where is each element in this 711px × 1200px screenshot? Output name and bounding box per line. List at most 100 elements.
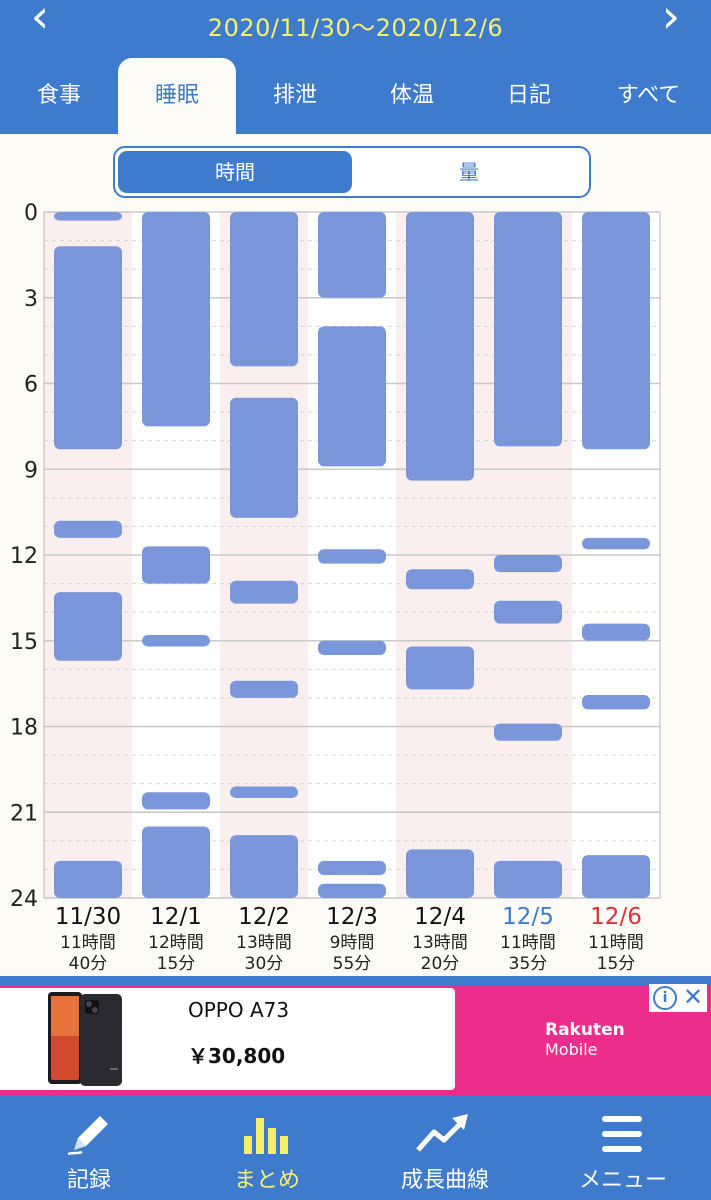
- daily-total-hours: 11時間: [500, 933, 556, 953]
- nav-growth-curve[interactable]: 成長曲線: [356, 1096, 534, 1200]
- header: ‹ 2020/11/30〜2020/12/6 › 食事 睡眠 排泄 体温 日記 …: [0, 0, 711, 134]
- nav-menu-label: メニュー: [578, 1168, 667, 1193]
- sleep-bar: [582, 855, 650, 898]
- sleep-chart: 0369121518212411/3011時間40分12/112時間15分12/…: [10, 201, 661, 974]
- tab-sleep[interactable]: 睡眠: [118, 58, 236, 134]
- ad-product-name: OPPO A73: [188, 998, 290, 1022]
- daily-total-hours: 11時間: [588, 933, 644, 953]
- y-tick-label: 15: [10, 630, 38, 655]
- sleep-bar: [582, 212, 650, 450]
- sleep-bar: [54, 860, 122, 898]
- sleep-bar: [230, 397, 298, 518]
- y-tick-label: 6: [24, 373, 38, 398]
- sleep-bar: [54, 212, 122, 221]
- sleep-bar: [494, 212, 562, 447]
- daily-total-hours: 13時間: [236, 933, 292, 953]
- trend-up-icon: [416, 1114, 468, 1152]
- next-week-chevron-right-icon[interactable]: ›: [661, 0, 681, 43]
- x-date-label: 12/1: [150, 904, 202, 930]
- daily-total-hours: 11時間: [60, 933, 116, 953]
- prev-week-chevron-left-icon[interactable]: ‹: [30, 0, 50, 43]
- time-amount-toggle: 時間 量: [113, 146, 591, 198]
- ad-close-icon[interactable]: ✕: [682, 983, 704, 1011]
- daily-total-minutes: 15分: [157, 954, 196, 974]
- sleep-bar: [318, 640, 386, 656]
- y-tick-label: 21: [10, 801, 38, 826]
- daily-total-hours: 12時間: [148, 933, 204, 953]
- sleep-bar: [494, 600, 562, 624]
- nav-summary-label: まとめ: [233, 1168, 300, 1193]
- y-tick-label: 9: [24, 458, 38, 483]
- sleep-bar: [406, 849, 474, 898]
- sleep-bar: [230, 835, 298, 898]
- sleep-bar: [318, 549, 386, 564]
- daily-total-hours: 13時間: [412, 933, 468, 953]
- ad-banner[interactable]: OPPO A73 ￥30,800 Rakuten Mobile i ✕: [0, 976, 711, 1096]
- x-date-label: 12/5: [502, 904, 554, 930]
- sleep-bar: [318, 326, 386, 467]
- menu-icon: [602, 1116, 642, 1152]
- sleep-bar: [406, 569, 474, 590]
- phone-product-icon: [48, 992, 122, 1086]
- tab-diary[interactable]: 日記: [506, 83, 551, 108]
- nav-summary[interactable]: まとめ: [178, 1096, 356, 1200]
- y-tick-label: 18: [10, 716, 38, 741]
- sleep-bar: [406, 646, 474, 690]
- sleep-bar: [142, 826, 210, 898]
- x-date-label: 12/3: [326, 904, 378, 930]
- bar-chart-icon: [244, 1118, 288, 1154]
- daily-total-minutes: 55分: [333, 954, 372, 974]
- sleep-bar: [142, 546, 210, 584]
- x-date-label: 12/4: [414, 904, 466, 930]
- tab-all[interactable]: すべて: [616, 83, 681, 108]
- nav-record[interactable]: 記録: [0, 1096, 178, 1200]
- category-tabs: 食事 睡眠 排泄 体温 日記 すべて: [0, 58, 711, 134]
- y-tick-label: 0: [24, 201, 38, 226]
- sleep-bar: [318, 883, 386, 898]
- sleep-bar: [230, 580, 298, 604]
- sleep-bar: [54, 246, 122, 450]
- sleep-bar: [54, 592, 122, 661]
- ad-brand-logo: Rakuten Mobile: [545, 1020, 625, 1059]
- ad-info-icon[interactable]: i: [653, 986, 677, 1010]
- date-range-title: 2020/11/30〜2020/12/6: [207, 14, 504, 42]
- tab-temperature[interactable]: 体温: [389, 83, 434, 108]
- sleep-bar: [142, 212, 210, 427]
- daily-total-minutes: 40分: [69, 954, 108, 974]
- toggle-time-button[interactable]: 時間: [118, 151, 352, 193]
- daily-total-hours: 9時間: [330, 933, 375, 953]
- tab-excretion[interactable]: 排泄: [272, 83, 317, 108]
- sleep-bar: [494, 555, 562, 573]
- pencil-icon: [67, 1116, 108, 1156]
- daily-total-minutes: 30分: [245, 954, 284, 974]
- y-tick-label: 24: [10, 887, 38, 912]
- nav-record-label: 記録: [66, 1168, 111, 1193]
- ad-divider: [0, 976, 711, 986]
- sleep-bar: [494, 860, 562, 898]
- x-date-label: 12/2: [238, 904, 290, 930]
- sleep-bar: [582, 695, 650, 710]
- nav-growth-curve-label: 成長曲線: [400, 1168, 489, 1193]
- daily-total-minutes: 15分: [597, 954, 636, 974]
- nav-menu[interactable]: メニュー: [534, 1096, 711, 1200]
- sleep-bar: [582, 537, 650, 550]
- tab-meal[interactable]: 食事: [36, 83, 81, 108]
- y-tick-label: 3: [24, 287, 38, 312]
- sleep-bar: [318, 212, 386, 298]
- sleep-bar: [494, 723, 562, 741]
- sleep-bar: [406, 212, 474, 481]
- toggle-amount-button[interactable]: 量: [459, 160, 479, 184]
- x-date-label: 12/6: [590, 904, 642, 930]
- sleep-bar: [318, 860, 386, 876]
- bottom-navigation: 記録 まとめ 成長曲線 メニュー: [0, 1096, 711, 1200]
- daily-total-minutes: 20分: [421, 954, 460, 974]
- sleep-bar: [142, 635, 210, 647]
- ad-controls: i ✕: [649, 984, 707, 1012]
- sleep-bar: [142, 792, 210, 810]
- ad-card[interactable]: OPPO A73 ￥30,800: [0, 988, 455, 1090]
- sleep-bar: [582, 623, 650, 641]
- sleep-bar: [230, 786, 298, 798]
- ad-price: ￥30,800: [188, 1044, 286, 1068]
- daily-total-minutes: 35分: [509, 954, 548, 974]
- sleep-bar: [54, 520, 122, 538]
